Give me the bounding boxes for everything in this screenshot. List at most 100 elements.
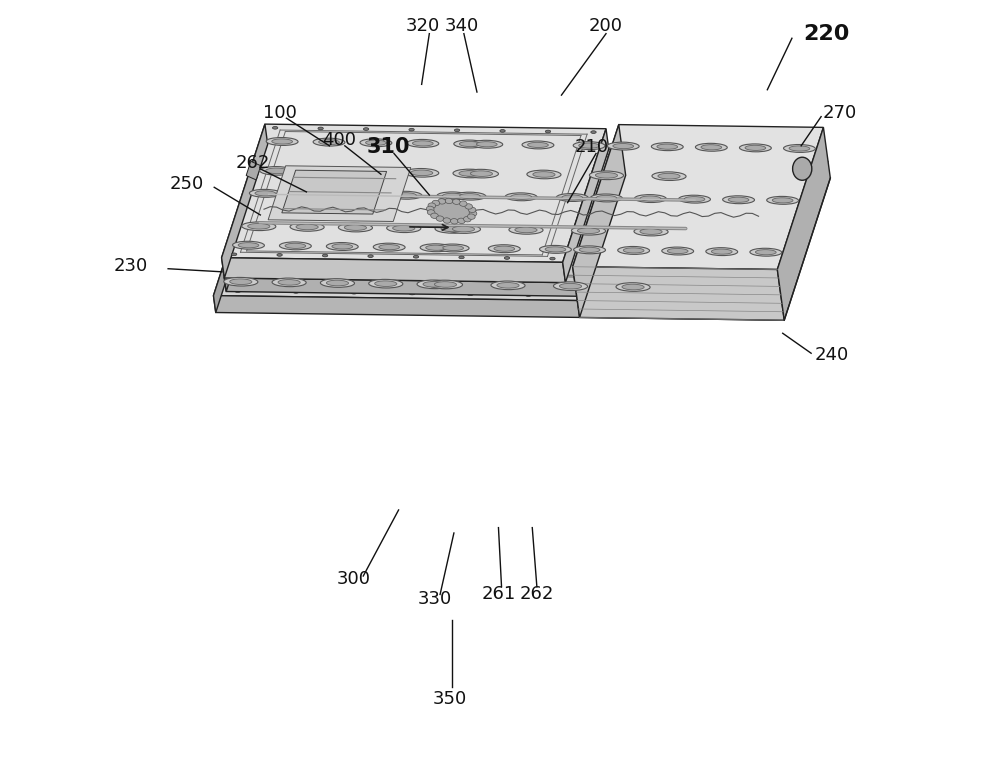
Text: 320: 320 xyxy=(406,17,440,35)
Ellipse shape xyxy=(278,157,284,160)
Ellipse shape xyxy=(271,160,277,163)
Ellipse shape xyxy=(450,219,458,224)
Ellipse shape xyxy=(789,146,810,151)
Ellipse shape xyxy=(787,152,793,155)
Ellipse shape xyxy=(598,150,603,153)
Ellipse shape xyxy=(533,172,555,177)
Ellipse shape xyxy=(277,254,282,256)
Ellipse shape xyxy=(320,278,354,288)
Ellipse shape xyxy=(360,139,392,146)
Ellipse shape xyxy=(230,288,236,290)
Ellipse shape xyxy=(728,197,749,202)
Ellipse shape xyxy=(511,194,531,200)
Polygon shape xyxy=(563,129,609,283)
Ellipse shape xyxy=(607,142,639,150)
Ellipse shape xyxy=(684,163,691,166)
Ellipse shape xyxy=(545,130,551,133)
Ellipse shape xyxy=(432,201,471,221)
Ellipse shape xyxy=(571,227,606,235)
Ellipse shape xyxy=(583,294,590,297)
Ellipse shape xyxy=(349,192,369,197)
Ellipse shape xyxy=(454,140,486,148)
Polygon shape xyxy=(213,153,828,303)
Ellipse shape xyxy=(396,193,416,198)
Ellipse shape xyxy=(755,250,776,254)
Polygon shape xyxy=(213,295,784,320)
Ellipse shape xyxy=(622,284,644,290)
Ellipse shape xyxy=(426,245,446,251)
Ellipse shape xyxy=(249,190,281,197)
Ellipse shape xyxy=(764,295,770,298)
Ellipse shape xyxy=(772,198,793,203)
Ellipse shape xyxy=(684,197,705,202)
Ellipse shape xyxy=(230,279,252,284)
Ellipse shape xyxy=(257,202,264,205)
Ellipse shape xyxy=(224,278,258,286)
Text: 210: 210 xyxy=(575,138,609,157)
Text: 262: 262 xyxy=(520,585,554,604)
Ellipse shape xyxy=(302,191,323,197)
Ellipse shape xyxy=(488,244,520,253)
Ellipse shape xyxy=(510,160,516,163)
Ellipse shape xyxy=(336,158,342,161)
Ellipse shape xyxy=(366,140,386,145)
Ellipse shape xyxy=(470,171,492,177)
Ellipse shape xyxy=(405,169,439,177)
Ellipse shape xyxy=(550,258,555,260)
Ellipse shape xyxy=(239,274,245,278)
Ellipse shape xyxy=(394,159,400,162)
Ellipse shape xyxy=(343,190,375,199)
Ellipse shape xyxy=(344,225,367,231)
Ellipse shape xyxy=(562,195,583,200)
Ellipse shape xyxy=(428,203,436,208)
Ellipse shape xyxy=(248,224,270,229)
Text: 330: 330 xyxy=(418,590,452,608)
Polygon shape xyxy=(224,144,813,285)
Ellipse shape xyxy=(453,169,487,178)
Ellipse shape xyxy=(368,254,373,258)
Ellipse shape xyxy=(616,283,650,291)
Ellipse shape xyxy=(574,246,605,254)
Ellipse shape xyxy=(626,162,632,165)
Ellipse shape xyxy=(634,227,668,236)
Ellipse shape xyxy=(293,290,299,293)
Ellipse shape xyxy=(272,139,292,144)
Ellipse shape xyxy=(711,249,732,254)
Ellipse shape xyxy=(435,224,469,233)
Ellipse shape xyxy=(409,128,414,131)
Ellipse shape xyxy=(408,147,413,150)
Polygon shape xyxy=(777,127,830,320)
Ellipse shape xyxy=(464,170,498,178)
Ellipse shape xyxy=(724,151,729,154)
Ellipse shape xyxy=(579,143,599,148)
Ellipse shape xyxy=(458,218,465,224)
Ellipse shape xyxy=(423,281,445,287)
Ellipse shape xyxy=(460,194,480,199)
Ellipse shape xyxy=(453,199,460,204)
Ellipse shape xyxy=(806,167,812,170)
Ellipse shape xyxy=(266,137,298,146)
Ellipse shape xyxy=(494,246,515,251)
Ellipse shape xyxy=(432,200,440,206)
Text: 270: 270 xyxy=(823,104,857,122)
Ellipse shape xyxy=(314,169,336,174)
Ellipse shape xyxy=(579,247,600,252)
Ellipse shape xyxy=(613,143,634,149)
Text: 310: 310 xyxy=(367,137,410,157)
Ellipse shape xyxy=(459,141,480,146)
Ellipse shape xyxy=(635,194,666,203)
Ellipse shape xyxy=(445,198,453,204)
Ellipse shape xyxy=(369,279,403,288)
Ellipse shape xyxy=(723,196,754,204)
Text: 262: 262 xyxy=(235,153,270,172)
Ellipse shape xyxy=(525,293,531,296)
Ellipse shape xyxy=(431,213,438,218)
Ellipse shape xyxy=(233,241,264,249)
Polygon shape xyxy=(282,170,387,214)
Ellipse shape xyxy=(767,197,799,204)
Text: 100: 100 xyxy=(263,104,296,122)
Ellipse shape xyxy=(556,279,561,281)
Ellipse shape xyxy=(279,242,311,250)
Ellipse shape xyxy=(272,126,278,130)
Ellipse shape xyxy=(745,145,766,150)
